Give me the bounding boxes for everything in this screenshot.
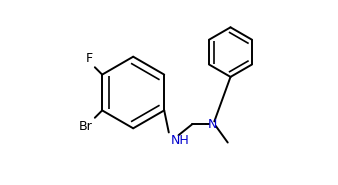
Text: N: N [208,118,217,131]
Text: F: F [86,52,93,65]
Text: NH: NH [170,134,189,147]
Text: Br: Br [78,120,92,133]
